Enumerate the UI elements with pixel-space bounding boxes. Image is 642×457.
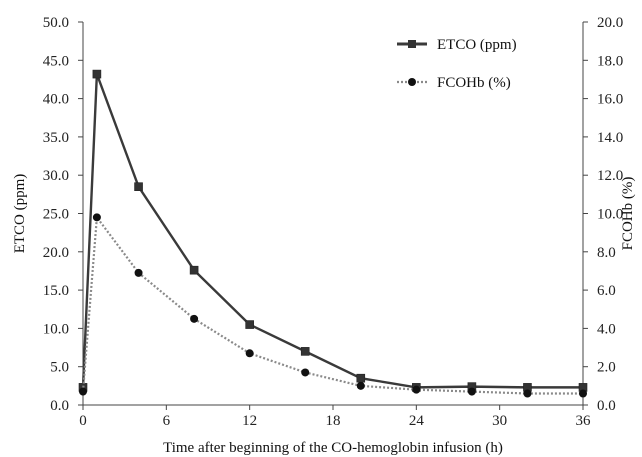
y-left-tick-label: 5.0 — [50, 360, 69, 376]
series-line-etco — [81, 73, 583, 389]
y-left-tick-label: 30.0 — [43, 168, 69, 184]
y-right-tick-label: 12.0 — [597, 168, 623, 184]
legend-label-fcohb: FCOHb (%) — [437, 75, 511, 91]
y-right-tick-label: 0.0 — [597, 398, 616, 414]
point-fcohb — [245, 349, 254, 358]
y-right-tick-label: 18.0 — [597, 53, 623, 69]
y-left-tick-label: 0.0 — [50, 398, 69, 414]
legend-item-fcohb: FCOHb (%) — [397, 75, 511, 91]
legend-swatch-marker-fcohb — [408, 78, 416, 86]
legend-label-etco: ETCO (ppm) — [437, 37, 517, 53]
x-tick-label: 0 — [79, 413, 87, 429]
y-left-tick-label: 10.0 — [43, 321, 69, 337]
series-line-fcohb — [81, 214, 583, 395]
y-right-tick-label: 4.0 — [597, 321, 616, 337]
point-etco — [189, 265, 199, 275]
y-left-tick-label: 50.0 — [43, 15, 69, 31]
legend: ETCO (ppm) FCOHb (%) — [397, 37, 517, 91]
point-fcohb — [356, 381, 365, 390]
y-right-tick-label: 8.0 — [597, 245, 616, 261]
y-axis-right-title: FCOHb (%) — [620, 177, 636, 251]
x-tick-label: 30 — [492, 413, 507, 429]
x-tick-label: 18 — [326, 413, 341, 429]
point-etco — [356, 373, 366, 383]
x-tick-label: 24 — [409, 413, 425, 429]
point-etco — [92, 69, 102, 79]
legend-item-etco: ETCO (ppm) — [397, 37, 517, 53]
x-tick-label: 6 — [163, 413, 171, 429]
legend-swatch-marker-etco — [408, 40, 416, 48]
point-etco — [245, 320, 254, 329]
y-right-tick-label: 10.0 — [597, 207, 623, 223]
point-fcohb — [301, 368, 310, 377]
y-right-tick-label: 16.0 — [597, 92, 623, 108]
point-fcohb — [134, 268, 143, 277]
y-right-tick-label: 6.0 — [597, 283, 616, 299]
y-left-tick-label: 25.0 — [43, 207, 69, 223]
x-axis-title: Time after beginning of the CO-hemoglobi… — [163, 440, 503, 456]
point-fcohb — [467, 387, 476, 396]
point-etco — [134, 182, 143, 191]
x-tick-label: 12 — [242, 413, 257, 429]
point-etco — [300, 347, 310, 356]
series-layer — [78, 69, 588, 398]
y-left-tick-label: 40.0 — [43, 92, 69, 108]
point-fcohb — [190, 314, 199, 323]
point-fcohb — [79, 387, 87, 396]
x-tick-label: 36 — [576, 413, 592, 429]
y-left-tick-label: 20.0 — [43, 245, 69, 261]
point-fcohb — [412, 385, 421, 394]
tick-labels: 0.0 5.0 10.0 15.0 20.0 25.0 30.0 35.0 40.0 45.0 50… — [43, 15, 624, 429]
y-right-tick-label: 2.0 — [597, 360, 616, 376]
y-left-tick-label: 35.0 — [43, 130, 69, 146]
axes — [78, 21, 588, 410]
y-left-tick-label: 15.0 — [43, 283, 69, 299]
point-fcohb — [579, 389, 587, 398]
y-left-tick-label: 45.0 — [43, 53, 69, 69]
point-fcohb — [523, 389, 532, 398]
y-axis-left-title: ETCO (ppm) — [12, 174, 28, 254]
y-right-tick-label: 20.0 — [597, 15, 623, 31]
y-right-tick-label: 14.0 — [597, 130, 623, 146]
point-fcohb — [92, 213, 101, 222]
